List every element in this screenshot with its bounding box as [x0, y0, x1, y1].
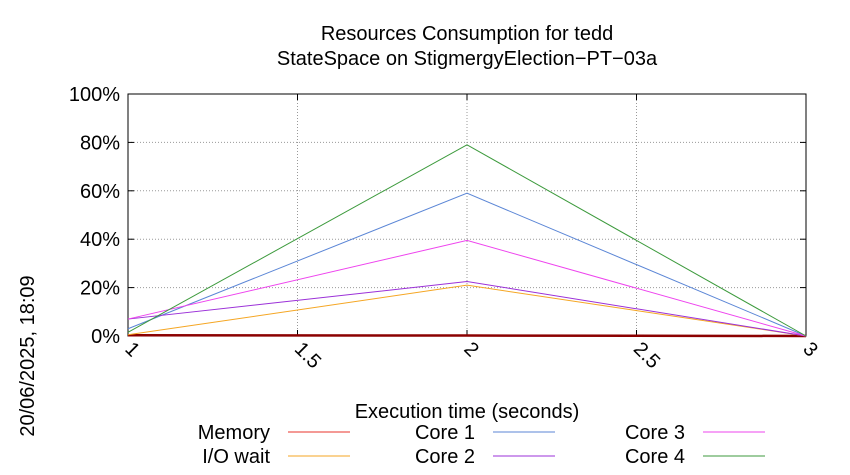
legend-label: Memory — [198, 422, 270, 444]
chart-title-line-2: StateSpace on StigmergyElection−PT−03a — [277, 48, 658, 70]
series-line-memory — [127, 334, 807, 338]
x-tick-label: 3 — [798, 338, 821, 361]
x-axis-ticks: 1 1.5 2 2.5 3 — [120, 94, 822, 373]
x-tick-label: 1.5 — [290, 338, 325, 373]
series-line-i-o-wait — [127, 284, 807, 337]
legend-label: Core 1 — [415, 422, 475, 444]
y-tick-label: 80% — [80, 132, 120, 154]
x-tick-label: 2 — [459, 338, 482, 361]
grid-lines — [128, 94, 806, 336]
series-lines — [127, 144, 807, 338]
y-tick-label: 40% — [80, 229, 120, 251]
series-line-core-1 — [127, 192, 807, 337]
legend-label: Core 3 — [625, 422, 685, 444]
x-tick-label: 1 — [120, 338, 143, 361]
series-line-core-2 — [127, 281, 807, 337]
chart-title-line-1: Resources Consumption for tedd — [321, 23, 613, 45]
y-tick-label: 20% — [80, 278, 120, 300]
series-line-core-4 — [127, 144, 807, 337]
y-tick-label: 100% — [69, 84, 120, 106]
legend-label: Core 2 — [415, 446, 475, 468]
x-tick-label: 2.5 — [629, 338, 664, 373]
y-axis-ticks: 0% 20% 40% 60% 80% 100% — [69, 84, 806, 348]
series-line-core-3 — [127, 239, 807, 337]
legend-label: I/O wait — [202, 446, 270, 468]
y-tick-label: 0% — [91, 326, 120, 348]
legend-label: Core 4 — [625, 446, 685, 468]
y-tick-label: 60% — [80, 181, 120, 203]
side-timestamp: 20/06/2025, 18:09 — [17, 275, 39, 436]
x-axis-label: Execution time (seconds) — [355, 401, 580, 423]
